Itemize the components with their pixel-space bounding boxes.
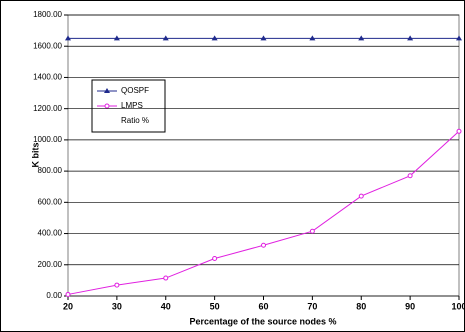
marker xyxy=(65,291,71,297)
marker xyxy=(212,256,218,262)
y-tick-label: 400.00 xyxy=(38,229,63,238)
plot-area xyxy=(67,14,460,297)
marker xyxy=(113,35,120,41)
y-tick-label: 600.00 xyxy=(38,197,63,206)
marker xyxy=(407,35,414,41)
y-tick-label: 1200.00 xyxy=(33,104,62,113)
marker xyxy=(309,35,316,41)
marker xyxy=(358,35,365,41)
legend-marker xyxy=(104,88,110,93)
marker xyxy=(309,228,315,234)
x-tick-label: 70 xyxy=(307,301,317,311)
marker xyxy=(260,35,267,41)
x-tick-label: 20 xyxy=(63,301,73,311)
legend-label: QOSPF xyxy=(121,86,149,95)
marker xyxy=(358,193,364,199)
marker xyxy=(456,128,462,134)
x-tick-label: 60 xyxy=(258,301,268,311)
y-tick-label: 800.00 xyxy=(38,166,63,175)
y-axis-label: K bits xyxy=(30,142,40,167)
x-tick-label: 100 xyxy=(451,301,465,311)
y-tick-label: 200.00 xyxy=(38,260,63,269)
x-axis-label: Percentage of the source nodes % xyxy=(189,316,336,326)
x-tick-label: 50 xyxy=(210,301,220,311)
marker xyxy=(114,282,120,288)
legend-marker xyxy=(104,103,110,109)
y-tick-label: 1800.00 xyxy=(33,10,62,19)
y-tick-label: 1000.00 xyxy=(33,135,62,144)
y-tick-label: 1600.00 xyxy=(33,41,62,50)
x-tick-label: 90 xyxy=(405,301,415,311)
x-tick-label: 80 xyxy=(356,301,366,311)
legend-label: Ratio % xyxy=(121,116,149,125)
marker xyxy=(456,35,462,41)
x-tick-label: 30 xyxy=(112,301,122,311)
marker xyxy=(211,35,218,41)
y-tick-label: 1400.00 xyxy=(33,73,62,82)
marker xyxy=(261,242,266,248)
marker xyxy=(162,35,169,41)
x-tick-label: 40 xyxy=(161,301,171,311)
marker xyxy=(407,173,413,179)
marker xyxy=(65,35,71,41)
y-tick-label: 0.00 xyxy=(46,291,62,300)
marker xyxy=(163,275,169,281)
legend-label: LMPS xyxy=(121,101,143,110)
